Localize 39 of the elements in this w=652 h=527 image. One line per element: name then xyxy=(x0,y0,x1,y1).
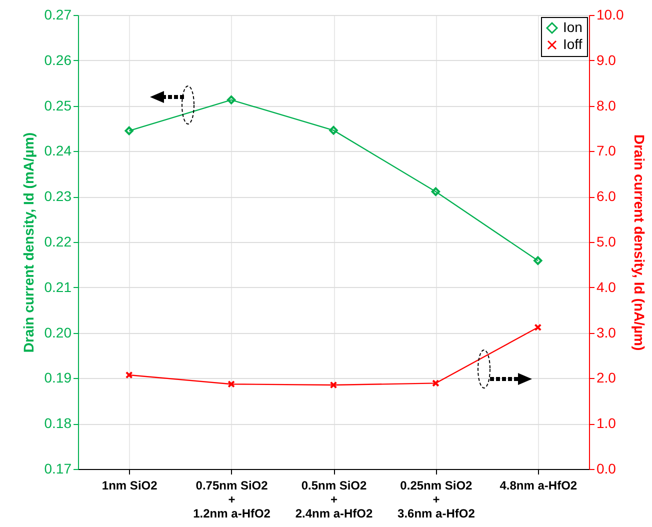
y2-tick-label: 2.0 xyxy=(596,370,616,386)
y2-tick-label: 5.0 xyxy=(596,234,616,250)
x-tick-label: 4.8nm a-HfO2 xyxy=(500,478,578,492)
y2-tick-label: 1.0 xyxy=(596,415,616,432)
legend-label: Ion xyxy=(563,19,582,35)
point xyxy=(431,187,440,196)
y-tick-label: 0.19 xyxy=(44,370,72,386)
point xyxy=(432,380,440,387)
y-tick-label: 0.17 xyxy=(44,460,72,476)
point xyxy=(226,96,236,104)
y2-tick-label: 3.0 xyxy=(596,324,616,340)
y-tick-label: 0.18 xyxy=(44,415,72,432)
point xyxy=(124,126,134,136)
x-tick-label: 0.5nm SiO2 + 2.4nm a-HfO2 xyxy=(295,478,373,520)
y2-tick-label: 9.0 xyxy=(596,52,616,68)
legend-label: Ioff xyxy=(563,36,582,52)
point xyxy=(228,380,235,388)
y2-tick-label: 7.0 xyxy=(596,142,616,159)
y-axis-title: Drain current density, Id (mA/µm) xyxy=(20,132,36,353)
y2-tick-label: 6.0 xyxy=(596,188,616,204)
y-tick-label: 0.26 xyxy=(44,52,72,68)
x-tick-label: 0.75nm SiO2 + 1.2nm a-HfO2 xyxy=(193,478,271,520)
y2-tick-label: 4.0 xyxy=(596,278,616,295)
x-tick-label: 0.25nm SiO2 + 3.6nm a-HfO2 xyxy=(398,478,476,520)
y2-tick-label: 0.0 xyxy=(596,460,616,476)
y-tick-label: 0.20 xyxy=(44,324,72,340)
y-tick-label: 0.27 xyxy=(44,6,72,22)
y-tick-label: 0.24 xyxy=(44,142,72,159)
y2-tick-label: 8.0 xyxy=(596,97,616,114)
point xyxy=(534,256,542,265)
x-tick-label: 1nm SiO2 xyxy=(102,478,158,492)
y-tick-label: 0.25 xyxy=(44,97,72,114)
point xyxy=(329,126,338,135)
point xyxy=(330,381,338,389)
y-tick-label: 0.21 xyxy=(44,278,72,295)
y2-tick-label: 10.0 xyxy=(596,6,624,22)
y2-axis-title: Drain current density, Id (nA/µm) xyxy=(632,134,648,351)
y-tick-label: 0.22 xyxy=(44,234,72,250)
y-tick-label: 0.23 xyxy=(44,188,72,204)
